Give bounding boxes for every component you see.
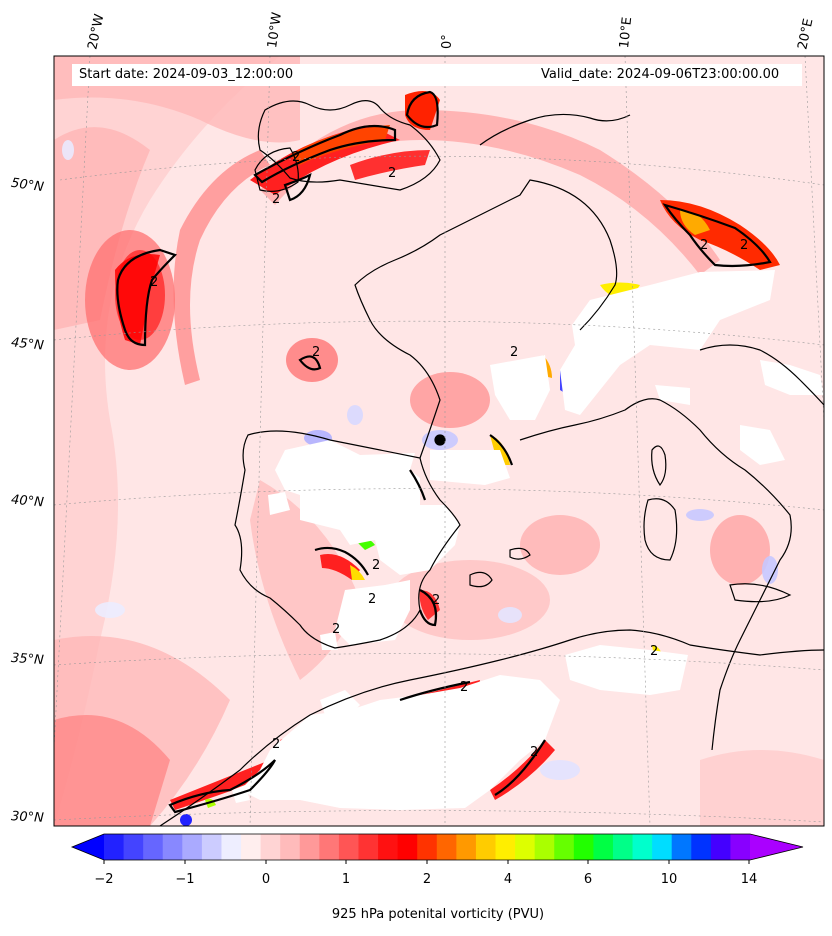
colorbar-segment — [612, 834, 634, 860]
contour-label: 2 — [388, 166, 397, 181]
colorbar-tick: 14 — [740, 872, 758, 887]
colorbar-tick: 6 — [583, 872, 593, 887]
contour-label: 2 — [510, 345, 519, 360]
contour-label: 2 — [372, 558, 381, 573]
contour-label: 2 — [650, 644, 659, 659]
terrain-mask — [232, 270, 824, 810]
contour-label: 2 — [700, 238, 709, 253]
colorbar-segment — [436, 834, 457, 860]
colorbar-segment — [221, 834, 242, 860]
lat-label-30n: 30°N — [10, 809, 45, 826]
colorbar-segment — [475, 834, 497, 860]
colorbar-tick: 2 — [422, 872, 432, 887]
colorbar-segment — [632, 834, 653, 860]
colorbar-segment — [456, 834, 477, 860]
colorbar-segment — [358, 834, 379, 860]
valid-date-text: Valid_date: 2024-09-06T23:00:00.00 — [541, 67, 780, 82]
colorbar-segment — [652, 834, 673, 860]
colorbar-segment — [417, 834, 438, 860]
map-panel — [54, 56, 824, 826]
contour-label: 2 — [292, 150, 301, 165]
map-frame — [53, 55, 825, 827]
colorbar-segment — [123, 834, 144, 860]
lon-label-0: 0° — [440, 34, 455, 49]
contour-label: 2 — [432, 593, 441, 608]
colorbar-segment — [593, 834, 614, 860]
colorbar-segment — [280, 834, 301, 860]
contour-label: 2 — [332, 622, 341, 637]
coastlines — [159, 100, 824, 826]
colorbar-tick: −1 — [175, 872, 195, 887]
contour-label: 2 — [312, 345, 321, 360]
colorbar-segment — [495, 834, 516, 860]
colorbar-segment — [691, 834, 712, 860]
colorbar-segment — [730, 834, 751, 860]
colorbar — [70, 833, 804, 864]
colorbar-tick: 10 — [660, 872, 678, 887]
colorbar-segment — [260, 834, 281, 860]
pv-shading — [54, 56, 824, 826]
colorbar-label: 925 hPa potenital vorticity (PVU) — [331, 907, 545, 922]
colorbar-segment — [573, 834, 594, 860]
header-box — [72, 64, 802, 86]
colorbar-extend-min — [72, 834, 104, 860]
colorbar-tick: 4 — [503, 872, 513, 887]
lat-label-35n: 35°N — [10, 650, 45, 669]
graticule — [54, 56, 824, 826]
contour-label: 2 — [368, 592, 377, 607]
colorbar-segment — [710, 834, 731, 860]
colorbar-extend-max — [750, 834, 803, 860]
colorbar-segment — [534, 834, 555, 860]
colorbar-tick: 0 — [261, 872, 271, 887]
start-date-text: Start date: 2024-09-03_12:00:00 — [79, 67, 294, 82]
colorbar-segment — [319, 834, 340, 860]
lat-label-40n: 40°N — [10, 492, 45, 511]
pv-2-contours — [116, 90, 772, 814]
colorbar-segment — [143, 834, 164, 860]
colorbar-segment — [299, 834, 320, 860]
colorbar-tick: 1 — [341, 872, 351, 887]
contour-label: 2 — [740, 238, 749, 253]
colorbar-segment — [397, 834, 418, 860]
colorbar-segment — [104, 834, 125, 860]
colorbar-tick: −2 — [94, 872, 114, 887]
colorbar-segment — [201, 834, 222, 860]
contour-label: 2 — [272, 737, 281, 752]
contour-label: 2 — [530, 745, 539, 760]
colorbar-segment — [162, 834, 183, 860]
colorbar-segment — [554, 834, 575, 860]
colorbar-segment — [182, 834, 203, 860]
colorbar-segment — [338, 834, 359, 860]
contour-label: 2 — [150, 275, 159, 290]
colorbar-segment — [378, 834, 399, 860]
colorbar-segment — [671, 834, 692, 860]
colorbar-segment — [515, 834, 536, 860]
contour-label: 2 — [460, 680, 469, 695]
contour-label: 2 — [272, 192, 281, 207]
colorbar-segment — [241, 834, 262, 860]
